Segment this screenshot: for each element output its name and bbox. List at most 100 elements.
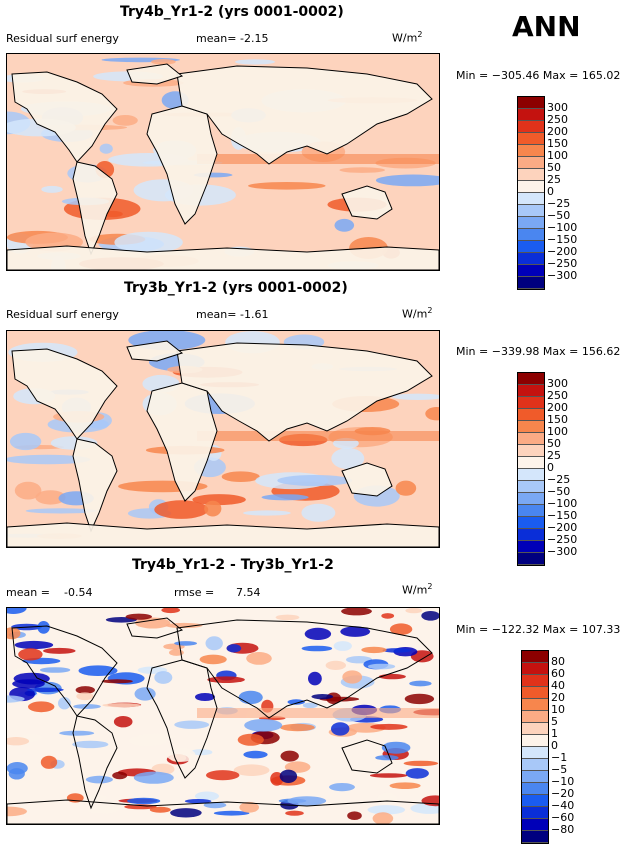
field-blob — [114, 231, 183, 254]
colorbar-tick-label: 150 — [547, 413, 568, 426]
field-blob — [87, 806, 120, 814]
colorbar-swatch — [518, 397, 544, 409]
field-blob — [226, 644, 242, 653]
colorbar-swatch — [522, 687, 548, 699]
field-blob — [58, 697, 71, 710]
field-blob — [340, 626, 371, 637]
colorbar-swatch — [518, 457, 544, 469]
field-blob — [192, 494, 246, 506]
field-blob — [149, 806, 171, 813]
colorbar-swatch — [518, 505, 544, 517]
field-blob — [244, 719, 283, 732]
colorbar-tick-label: 1 — [551, 727, 558, 740]
field-blob — [37, 621, 50, 634]
colorbar-swatch — [522, 783, 548, 795]
panel1-colorbar — [517, 96, 545, 290]
colorbar-swatch — [518, 157, 544, 169]
colorbar-swatch — [518, 109, 544, 121]
colorbar-swatch — [518, 205, 544, 217]
panel3-rmse-value: 7.54 — [236, 586, 261, 599]
coastline — [11, 348, 118, 440]
colorbar-swatch — [518, 373, 544, 385]
field-blob — [395, 480, 417, 496]
field-blob — [234, 59, 276, 65]
colorbar-tick-label: −300 — [547, 269, 578, 282]
coastline — [7, 522, 439, 547]
panel2-variable: Residual surf energy — [6, 308, 119, 321]
field-blob — [112, 115, 138, 126]
field-blob — [405, 768, 429, 779]
colorbar-swatch — [518, 253, 544, 265]
colorbar-swatch — [518, 241, 544, 253]
field-blob — [14, 640, 54, 650]
field-blob — [199, 654, 227, 665]
panel2-colorbar — [517, 372, 545, 566]
field-blob — [403, 760, 439, 767]
field-blob — [7, 627, 21, 640]
field-blob — [7, 806, 27, 817]
colorbar-tick-label: −40 — [551, 799, 575, 812]
colorbar-swatch — [522, 819, 548, 831]
field-blob — [67, 637, 93, 645]
colorbar-tick-label: −100 — [547, 497, 578, 510]
field-blob — [302, 702, 318, 709]
panel3-minmax: Min = −122.32 Max = 107.33 — [456, 623, 621, 636]
field-blob — [89, 794, 107, 802]
colorbar-swatch — [522, 651, 548, 663]
colorbar-swatch — [518, 277, 544, 289]
field-blob — [213, 810, 250, 816]
colorbar-tick-label: −1 — [551, 751, 568, 764]
panel1-minmax: Min = −305.46 Max = 165.02 — [456, 69, 621, 82]
field-blob — [347, 811, 362, 820]
panel3-mean-value: -0.54 — [64, 586, 93, 599]
colorbar-swatch — [518, 517, 544, 529]
field-blob — [41, 185, 63, 193]
colorbar-swatch — [518, 145, 544, 157]
field-blob — [25, 508, 97, 514]
field-blob — [221, 471, 260, 482]
colorbar-tick-label: 50 — [547, 161, 561, 174]
colorbar-swatch — [518, 133, 544, 145]
field-blob — [7, 737, 30, 746]
field-blob — [279, 769, 298, 783]
field-blob — [101, 679, 133, 684]
field-blob — [243, 750, 268, 759]
field-blob — [389, 782, 421, 789]
field-blob — [389, 623, 413, 635]
colorbar-swatch — [522, 675, 548, 687]
field-blob — [372, 812, 394, 824]
panel1-mean-label: mean= — [196, 32, 237, 45]
colorbar-tick-label: 25 — [547, 449, 561, 462]
colorbar-swatch — [522, 711, 548, 723]
field-blob — [369, 773, 408, 778]
field-blob — [113, 716, 133, 728]
colorbar-tick-label: −5 — [551, 763, 568, 776]
field-blob — [7, 695, 25, 703]
colorbar-tick-label: 50 — [547, 437, 561, 450]
season-label: ANN — [512, 10, 581, 43]
field-blob — [12, 679, 45, 689]
field-blob — [39, 667, 71, 673]
field-blob — [207, 676, 245, 683]
panel3-map — [6, 607, 440, 825]
field-blob — [425, 407, 439, 421]
field-blob — [342, 670, 363, 684]
field-blob — [329, 783, 355, 792]
colorbar-swatch — [522, 807, 548, 819]
coastline — [7, 245, 439, 270]
colorbar-swatch — [518, 385, 544, 397]
field-blob — [12, 667, 30, 674]
field-blob — [308, 671, 322, 686]
field-blob — [421, 611, 439, 621]
field-blob — [206, 770, 240, 781]
field-blob — [205, 636, 223, 651]
field-blob — [127, 797, 161, 805]
colorbar-tick-label: 5 — [551, 715, 558, 728]
panel2-map-svg — [7, 331, 439, 547]
colorbar-tick-label: 250 — [547, 113, 568, 126]
colorbar-tick-label: −100 — [547, 221, 578, 234]
colorbar-tick-label: −200 — [547, 521, 578, 534]
colorbar-swatch — [522, 747, 548, 759]
equatorial-band — [197, 154, 439, 164]
colorbar-tick-label: 200 — [547, 125, 568, 138]
